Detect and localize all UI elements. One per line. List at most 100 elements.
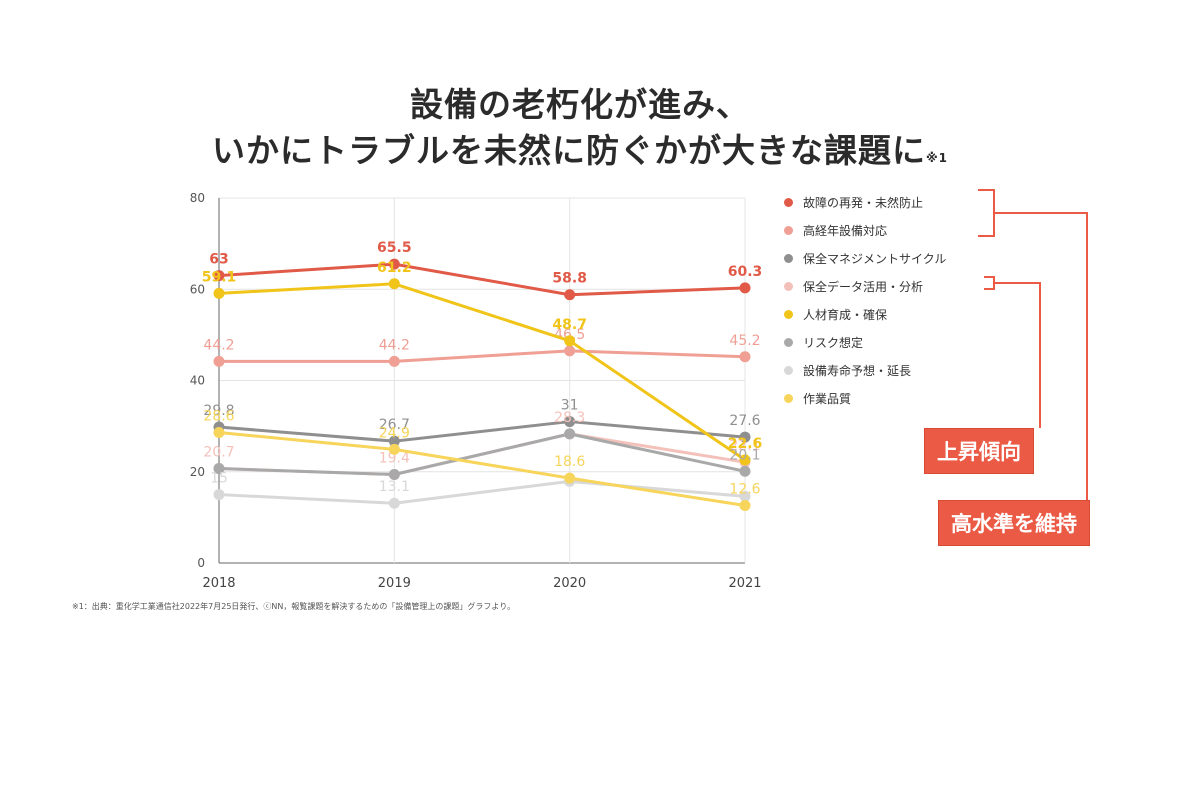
series-0: 63 65.5 58.8 60.3 [209, 240, 763, 301]
data-label: 61.2 [377, 260, 412, 276]
data-point [388, 497, 400, 509]
data-point [564, 416, 576, 428]
data-label: 13.1 [379, 479, 410, 495]
data-point [388, 468, 400, 480]
series-6: 15 13.1 [210, 471, 751, 509]
chart-legend: 故障の再発・未然防止 高経年設備対応保全マネジメントサイクル 保全データ活用・分析人… [784, 188, 946, 412]
data-point [564, 289, 576, 301]
data-point [213, 355, 225, 367]
data-point [388, 355, 400, 367]
data-label: 24.9 [379, 425, 410, 441]
data-point [739, 465, 751, 477]
series-line [218, 282, 746, 462]
data-label: 12.6 [729, 482, 760, 498]
legend-label: 保全データ活用・分析 [803, 279, 924, 294]
legend-item: 保全データ活用・分析 [784, 272, 946, 300]
series-7: 28.6 24.9 18.6 12.6 [203, 409, 761, 512]
x-tick-label: 2018 [202, 576, 235, 591]
data-point [213, 489, 225, 501]
y-tick-label: 40 [190, 374, 205, 388]
legend-dot-icon [784, 225, 793, 235]
x-tick-label: 2019 [378, 576, 411, 591]
data-label: 60.3 [728, 264, 763, 280]
data-point [564, 428, 576, 440]
series-2: 29.8 26.7 31 27.6 [203, 398, 761, 447]
legend-label: 作業品質 [803, 391, 852, 406]
data-point [388, 443, 400, 455]
data-point [213, 427, 225, 439]
footnote: ※1：出典：重化学工業通信社2022年7月25日発行、ⓒNN，報覧課題を解決する… [72, 602, 516, 611]
data-point [739, 431, 751, 443]
y-tick-label: 60 [190, 282, 205, 296]
chart-title: 設備の老朽化が進み、 いかにトラブルを未然に防ぐかが大きな課題に※1 [0, 82, 1160, 181]
legend-dot-icon [784, 281, 793, 291]
data-point [739, 500, 751, 512]
legend-label: 人材育成・確保 [803, 307, 888, 322]
data-point [213, 463, 225, 475]
bracket-high-level [978, 189, 1088, 500]
data-label: 48.7 [552, 317, 587, 333]
title-line-2-text: いかにトラブルを未然に防ぐかが大きな課題に [211, 131, 926, 170]
data-label: 15 [210, 471, 228, 487]
data-label: 44.2 [379, 337, 410, 353]
data-point [564, 472, 576, 484]
legend-label: 故障の再発・未然防止 [803, 195, 924, 210]
data-label: 19.4 [379, 450, 410, 466]
legend-item: 作業品質 [784, 384, 946, 412]
data-label: 29.8 [203, 403, 234, 419]
series-line [219, 349, 746, 363]
legend-item: 故障の再発・未然防止 [784, 188, 946, 216]
legend-label: 高経年設備対応 [803, 223, 888, 238]
data-label: 22.6 [728, 436, 763, 452]
title-line-2: いかにトラブルを未然に防ぐかが大きな課題に※1 [0, 128, 1160, 181]
data-label: 27.6 [729, 413, 760, 429]
series-line [218, 479, 746, 505]
legend-item: 高経年設備対応 [784, 216, 946, 244]
data-point [213, 270, 225, 282]
data-point [739, 490, 751, 502]
series-5: 20.1 [213, 428, 761, 480]
data-point [388, 258, 400, 270]
legend-dot-icon [784, 197, 793, 207]
data-point [564, 335, 576, 347]
data-label: 44.2 [203, 337, 234, 353]
data-point [564, 345, 576, 357]
data-label: 28.6 [203, 409, 234, 425]
series-line [218, 431, 746, 507]
x-tick-label: 2020 [553, 576, 586, 591]
legend-dot-icon [784, 337, 793, 347]
legend-item: リスク想定 [784, 328, 946, 356]
series-line [218, 432, 746, 476]
data-label: 20.1 [729, 447, 760, 463]
legend-dot-icon [784, 365, 793, 375]
data-label: 59.1 [202, 269, 237, 285]
series-line [218, 420, 746, 443]
legend-label: 設備寿命予想・延長 [803, 363, 912, 378]
legend-item: 保全マネジメントサイクル [784, 244, 946, 272]
data-point [388, 278, 400, 290]
series-line [218, 262, 746, 297]
title-line-1: 設備の老朽化が進み、 [410, 85, 750, 124]
legend-label: 保全マネジメントサイクル [803, 251, 947, 266]
legend-dot-icon [784, 253, 793, 263]
y-tick-label: 80 [190, 191, 205, 205]
rising-trend-badge: 上昇傾向 [924, 428, 1034, 474]
legend-dot-icon [784, 309, 793, 319]
data-point [739, 282, 751, 294]
data-point [739, 454, 751, 466]
y-tick-label: 0 [197, 556, 205, 570]
data-label: 58.8 [552, 271, 587, 287]
legend-item: 設備寿命予想・延長 [784, 356, 946, 384]
data-label: 31 [561, 398, 579, 414]
data-label: 18.6 [554, 454, 585, 470]
data-label: 26.7 [379, 417, 410, 433]
data-point [739, 351, 751, 363]
legend-label: リスク想定 [803, 335, 864, 350]
data-label: 45.2 [729, 333, 760, 349]
data-label: 63 [209, 252, 228, 268]
data-label: 28.3 [554, 410, 585, 426]
bracket-rising [984, 276, 1041, 428]
y-tick-label: 20 [190, 465, 205, 479]
data-label: 22.1 [729, 438, 760, 454]
